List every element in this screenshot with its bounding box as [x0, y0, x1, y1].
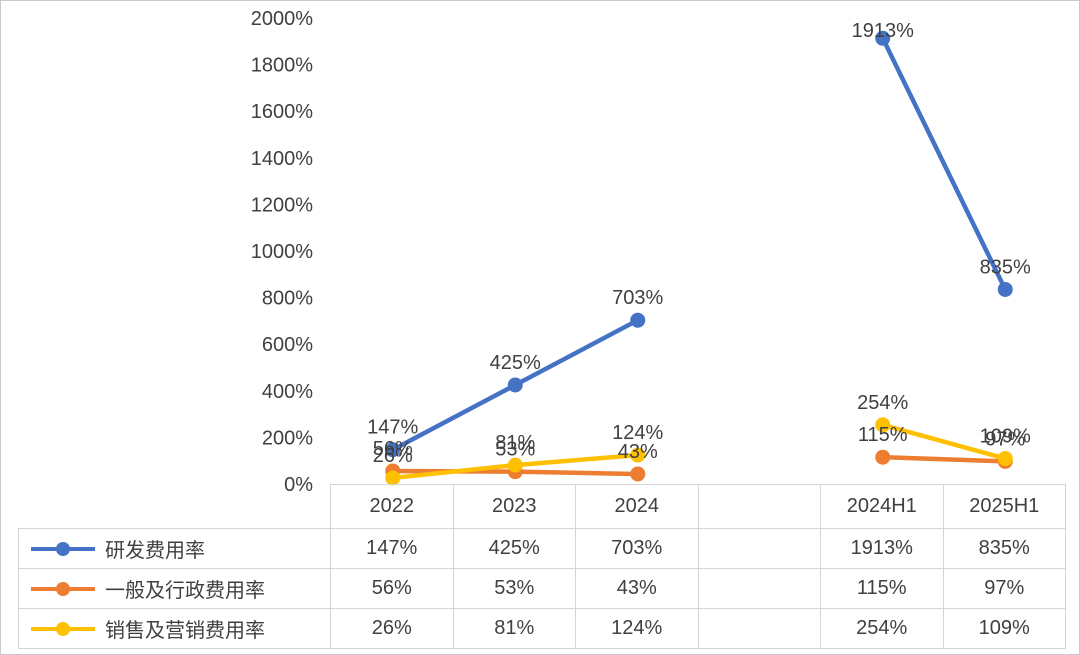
table-value-cell	[698, 569, 821, 609]
x-axis-category-label: 2024	[576, 484, 699, 529]
table-value-cell: 425%	[453, 529, 576, 569]
data-label: 56%	[373, 438, 413, 460]
table-value-cell: 56%	[331, 569, 454, 609]
table-value-cell: 53%	[453, 569, 576, 609]
data-point-marker	[875, 417, 891, 433]
y-axis-tick-label: 800%	[262, 288, 313, 310]
legend-line-marker-icon	[31, 581, 95, 596]
table-value-cell: 254%	[821, 609, 944, 649]
y-axis-tick-label: 1000%	[251, 241, 313, 263]
x-axis-category-label: 2022	[331, 484, 454, 529]
table-value-cell: 26%	[331, 609, 454, 649]
data-point-marker	[630, 466, 646, 482]
y-axis-tick-label: 200%	[262, 427, 313, 449]
legend-item: 研发费用率	[18, 529, 331, 569]
x-axis-category-label	[698, 484, 821, 529]
table-value-cell: 147%	[331, 529, 454, 569]
x-axis-category-label: 2023	[453, 484, 576, 529]
data-label: 425%	[490, 352, 541, 374]
x-axis-category-label: 2024H1	[821, 484, 944, 529]
data-label: 1913%	[852, 20, 914, 42]
data-label: 81%	[495, 432, 535, 454]
legend-item: 销售及营销费用率	[18, 609, 331, 649]
table-value-cell: 81%	[453, 609, 576, 649]
legend-label: 一般及行政费用率	[105, 580, 265, 602]
data-label: 43%	[618, 441, 658, 463]
data-point-marker	[630, 312, 646, 328]
data-label: 109%	[980, 426, 1031, 448]
y-axis-tick-label: 600%	[262, 334, 313, 356]
y-axis-tick-label: 0%	[284, 474, 313, 496]
chart-data-table: 2022 2023 2024 2024H1 2025H1 研发费用率 147% 425% 703…	[18, 484, 1066, 649]
legend-item: 一般及行政费用率	[18, 569, 331, 609]
data-label: 97%	[985, 428, 1025, 450]
data-label: 835%	[980, 256, 1031, 278]
legend-line-marker-icon	[31, 621, 95, 636]
legend-label: 销售及营销费用率	[105, 620, 265, 642]
table-value-cell: 43%	[576, 569, 699, 609]
table-value-cell	[698, 529, 821, 569]
data-point-marker	[875, 449, 891, 465]
data-label: 115%	[858, 424, 908, 446]
table-value-cell: 1913%	[821, 529, 944, 569]
data-label: 147%	[367, 417, 418, 439]
table-value-cell: 97%	[943, 569, 1066, 609]
series-line	[880, 36, 1008, 292]
x-axis-category-label: 2025H1	[943, 484, 1066, 529]
data-point-marker	[507, 377, 523, 393]
data-label: 703%	[612, 287, 663, 309]
y-axis-tick-label: 1400%	[251, 148, 313, 170]
y-axis-tick-label: 1200%	[251, 194, 313, 216]
data-point-marker	[997, 281, 1013, 297]
data-label: 53%	[495, 439, 535, 461]
data-point-marker	[875, 30, 891, 46]
data-label: 26%	[373, 445, 413, 467]
table-value-cell: 124%	[576, 609, 699, 649]
data-point-marker	[507, 457, 523, 473]
table-value-cell: 109%	[943, 609, 1066, 649]
legend-label: 研发费用率	[105, 540, 205, 562]
table-value-cell: 703%	[576, 529, 699, 569]
table-value-cell: 115%	[821, 569, 944, 609]
series-line	[880, 454, 1008, 464]
legend-line-marker-icon	[31, 541, 95, 556]
data-point-marker	[630, 447, 646, 463]
y-axis-tick-label: 1600%	[251, 101, 313, 123]
data-label: 254%	[857, 392, 908, 414]
table-value-cell: 835%	[943, 529, 1066, 569]
data-point-marker	[997, 451, 1013, 467]
data-point-marker	[385, 470, 401, 486]
data-label: 124%	[612, 422, 663, 444]
y-axis-tick-label: 400%	[262, 381, 313, 403]
y-axis-tick-label: 2000%	[251, 8, 313, 30]
series-line	[880, 422, 1008, 461]
data-point-marker	[385, 442, 401, 458]
table-value-cell	[698, 609, 821, 649]
y-axis-tick-label: 1800%	[251, 55, 313, 77]
table-corner-blank	[18, 484, 331, 529]
